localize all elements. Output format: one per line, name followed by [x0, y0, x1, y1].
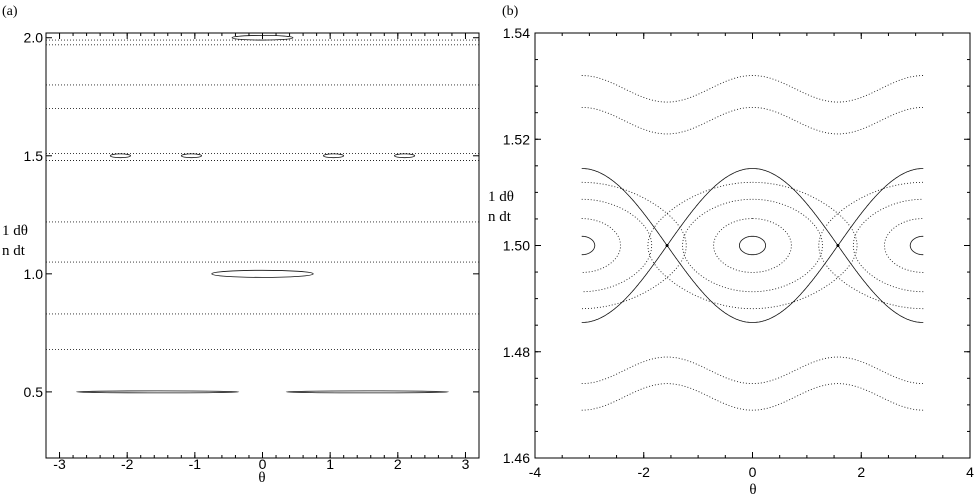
panel-b-ytick-label: 1.52 — [503, 131, 530, 147]
panel-b-rotational-curve — [581, 75, 924, 103]
panel-b-xlabel: θ — [749, 482, 756, 498]
panel-b-x-point — [665, 244, 669, 247]
panel-b-ylabel-line2: n dt — [488, 209, 512, 225]
panel-b-libration-orbit — [909, 235, 924, 256]
panel-b: (b) -4 -2 0 2 4 1.46 1.48 1.50 1.52 1.54 θ 1 dθ n… — [488, 4, 974, 498]
panel-b-ytick-label: 1.46 — [503, 450, 530, 466]
panel-a-label: (a) — [2, 4, 18, 19]
panel-b-xtick-label: 0 — [749, 464, 757, 480]
panel-a-island — [76, 390, 240, 394]
panel-b-xtick-label: -4 — [529, 464, 542, 480]
panel-b-xtick-label: -2 — [638, 464, 651, 480]
panel-b-ytick-label: 1.54 — [503, 25, 530, 41]
panel-a-island — [211, 269, 314, 278]
panel-b-libration-orbit — [713, 218, 792, 273]
panel-b-libration-orbit — [581, 218, 622, 273]
panel-b-libration-orbit — [581, 198, 653, 293]
panel-a-xtick-label: -2 — [121, 456, 134, 472]
panel-b-rotational-curve — [581, 106, 924, 135]
panel-a-ytick-label: 1.5 — [24, 148, 44, 164]
panel-b-libration-orbit — [647, 181, 858, 310]
panel-a-ytick-label: 1.0 — [24, 266, 44, 282]
panel-a-ylabel-line2: n dt — [2, 243, 26, 259]
panel-a-curves — [46, 34, 479, 394]
panel-a-xlabel: θ — [258, 470, 265, 486]
panel-b-ytick-label: 1.48 — [503, 344, 530, 360]
panel-a-ylabel-line1: 1 dθ — [2, 223, 28, 239]
panel-b-ylabel-line1: 1 dθ — [488, 189, 514, 205]
panel-b-libration-orbit — [883, 218, 924, 273]
panel-a-xtick-label: 2 — [394, 456, 402, 472]
panel-b-curves — [581, 75, 924, 411]
panel-b-rotational-curve — [581, 356, 924, 385]
panel-b-ytick-label: 1.50 — [503, 238, 530, 254]
panel-b-libration-orbit — [682, 198, 823, 293]
panel-a-island — [322, 153, 345, 159]
panel-a-island — [109, 153, 131, 159]
panel-b-libration-orbit — [739, 235, 766, 256]
panel-b-rotational-curve — [581, 383, 924, 411]
panel-b-frame — [534, 32, 971, 459]
panel-b-libration-orbit — [581, 235, 596, 256]
panel-b-libration-orbit — [852, 198, 924, 293]
panel-a-xtick-label: -1 — [189, 456, 202, 472]
panel-a-xtick-label: 1 — [326, 456, 334, 472]
panel-b-xtick-label: 2 — [857, 464, 865, 480]
panel-b-label: (b) — [502, 4, 519, 19]
panel-a-xtick-label: -3 — [53, 456, 66, 472]
panel-b-xtick-label: 4 — [966, 464, 974, 480]
panel-a-xtick-label: 3 — [462, 456, 470, 472]
panel-b-x-point — [836, 244, 840, 247]
panel-a-ytick-label: 2.0 — [24, 30, 44, 46]
panel-a-island — [180, 153, 203, 159]
panel-a-ticks: -3 -2 -1 0 1 2 3 0.5 1.0 1.5 2.0 — [24, 30, 479, 472]
panel-b-separatrix-lower — [581, 244, 924, 323]
panel-a-ytick-label: 0.5 — [24, 384, 44, 400]
panel-b-ticks: -4 -2 0 2 4 1.46 1.48 1.50 1.52 1.54 — [503, 25, 974, 480]
panel-a-island — [394, 153, 416, 159]
panel-b-separatrix-upper — [581, 168, 924, 247]
panel-a-xtick-label: 0 — [259, 456, 267, 472]
panel-a-frame — [45, 32, 480, 459]
panel-a-island — [285, 390, 449, 394]
panel-a: (a) -3 -2 -1 0 1 2 3 0.5 1.0 1.5 2.0 θ 1 dθ n dt — [2, 4, 480, 486]
